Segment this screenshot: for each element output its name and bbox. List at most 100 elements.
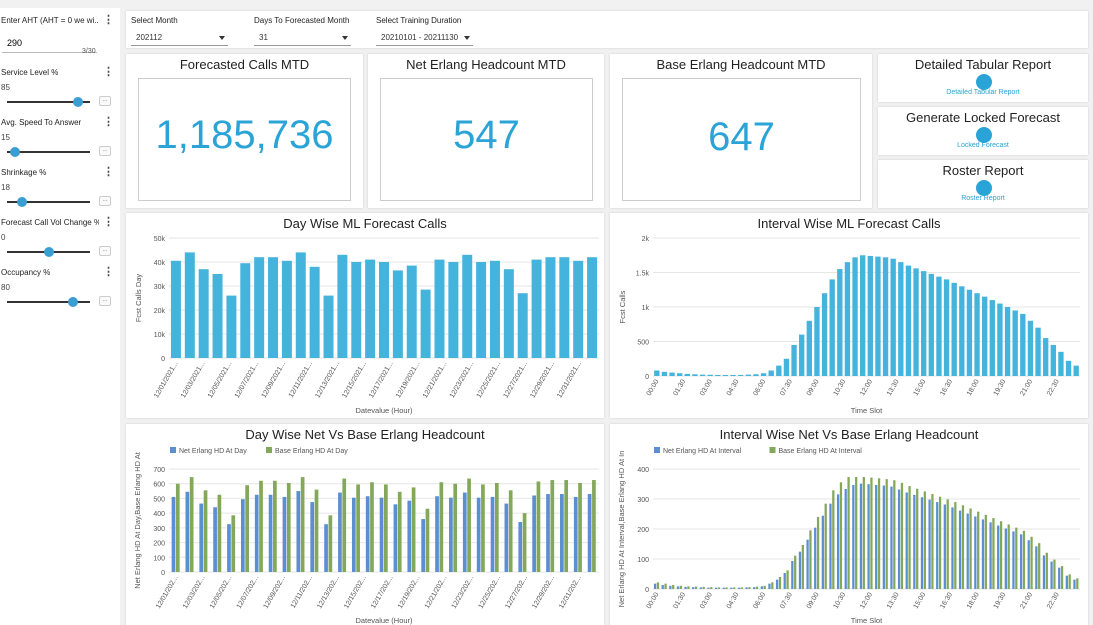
report-button[interactable] [976,74,992,90]
bar [453,483,458,572]
bar [170,260,181,358]
param-slider[interactable] [7,147,90,157]
bar [916,488,919,589]
param-more-button[interactable]: ... [99,146,111,156]
param-more-button[interactable]: ... [99,246,111,256]
bar [821,293,828,376]
days-forecasted-dropdown[interactable]: 31 [254,32,351,46]
day-headcount-chart: 0 100 200 300 400 500 600 700 12/01/202... 12/03/… [133,447,599,625]
bar [760,373,767,376]
more-options-icon[interactable]: ⋮ [103,266,114,278]
bar [855,477,858,589]
interval-headcount-chart: 0 100 200 300 400 00:00 01:30 03:00 04:30 06:00 07… [617,447,1080,625]
x-tick-label: 12:00 [859,591,874,610]
param-slider[interactable] [7,197,90,207]
x-tick-label: 03:00 [699,378,714,397]
y-tick-label: 100 [637,557,649,564]
param-more-button[interactable]: ... [99,296,111,306]
bar [908,486,911,589]
bar [714,587,718,589]
training-duration-label: Select Training Duration [376,16,462,25]
bar [185,491,190,572]
report-link[interactable]: Roster Report [961,195,1005,202]
x-tick-label: 12:00 [859,378,874,397]
more-options-icon[interactable]: ⋮ [103,116,114,128]
training-duration-value: 20210101 - 20211130 [381,33,459,42]
bar [999,521,1003,589]
param-slider[interactable] [7,97,90,107]
bar [882,485,885,589]
bar [669,372,675,376]
bar [342,478,347,572]
slider-thumb[interactable] [10,147,21,157]
param-more-button[interactable]: ... [99,96,111,106]
slider-thumb[interactable] [68,297,79,307]
bar [981,519,985,589]
x-tick-label: 12/17/2021... [368,360,395,399]
y-tick-label: 200 [153,541,165,548]
param-slider[interactable] [7,297,90,307]
x-tick-label: 12/21/202... [424,574,449,610]
more-options-icon[interactable]: ⋮ [103,66,114,78]
y-axis-label: Net Erlang HD At Day,Base Erlang HD At [133,451,142,589]
bar [928,499,931,589]
bar [969,508,972,589]
more-options-icon[interactable]: ⋮ [103,216,114,228]
bar [184,252,195,358]
y-tick-label: 0 [645,587,649,594]
slider-thumb[interactable] [43,247,54,257]
report-button[interactable] [976,127,992,143]
bar [439,482,444,572]
x-tick-label: 15:00 [913,378,928,397]
bar [692,587,695,589]
y-tick-label: 0 [645,374,649,381]
slider-thumb[interactable] [72,97,83,107]
bar [295,252,306,358]
bar [323,295,334,358]
bar [365,496,370,572]
report-link[interactable]: Detailed Tabular Report [946,89,1020,96]
bar [171,496,176,572]
report-button[interactable] [976,180,992,196]
bar [684,586,687,589]
y-tick-label: 300 [637,497,649,504]
slider-thumb[interactable] [16,197,27,207]
bar [699,374,706,376]
bar [532,495,536,572]
bar [656,582,660,589]
bar [268,494,273,572]
more-options-icon[interactable]: ⋮ [103,14,114,26]
y-tick-label: 400 [637,467,649,474]
report-title: Detailed Tabular Report [914,57,1052,72]
bar [560,494,564,572]
bar [467,478,471,572]
bar [379,497,384,572]
bar [768,370,774,376]
bar [715,374,721,376]
more-options-icon[interactable]: ⋮ [103,166,114,178]
bar [573,260,584,358]
chart-title: Interval Wise Net Vs Base Erlang Headcou… [719,427,979,442]
y-tick-label: 500 [153,496,165,503]
bar [943,504,946,589]
bar [946,499,949,589]
bar [1068,574,1071,589]
kpi-value: 547 [453,113,520,157]
bar [1058,567,1061,589]
bar [310,502,315,572]
bar [958,510,962,589]
bar [578,482,582,572]
bar [370,482,374,572]
aht-input[interactable] [2,33,97,53]
bar [268,257,279,358]
report-link[interactable]: Locked Forecast [957,142,1009,149]
bar [847,477,850,589]
bar [672,585,675,589]
bar [687,586,690,589]
param-more-button[interactable]: ... [99,196,111,206]
training-duration-dropdown[interactable]: 20210101 - 20211130 [376,32,473,46]
interval-forecast-chart: 0 500 1k 1.5k 2k 00:00 01:30 03:00 04:30 06:00 07:… [618,236,1080,415]
select-month-dropdown[interactable]: 202112 [131,32,228,46]
bar [921,271,927,376]
param-slider[interactable] [7,247,90,257]
